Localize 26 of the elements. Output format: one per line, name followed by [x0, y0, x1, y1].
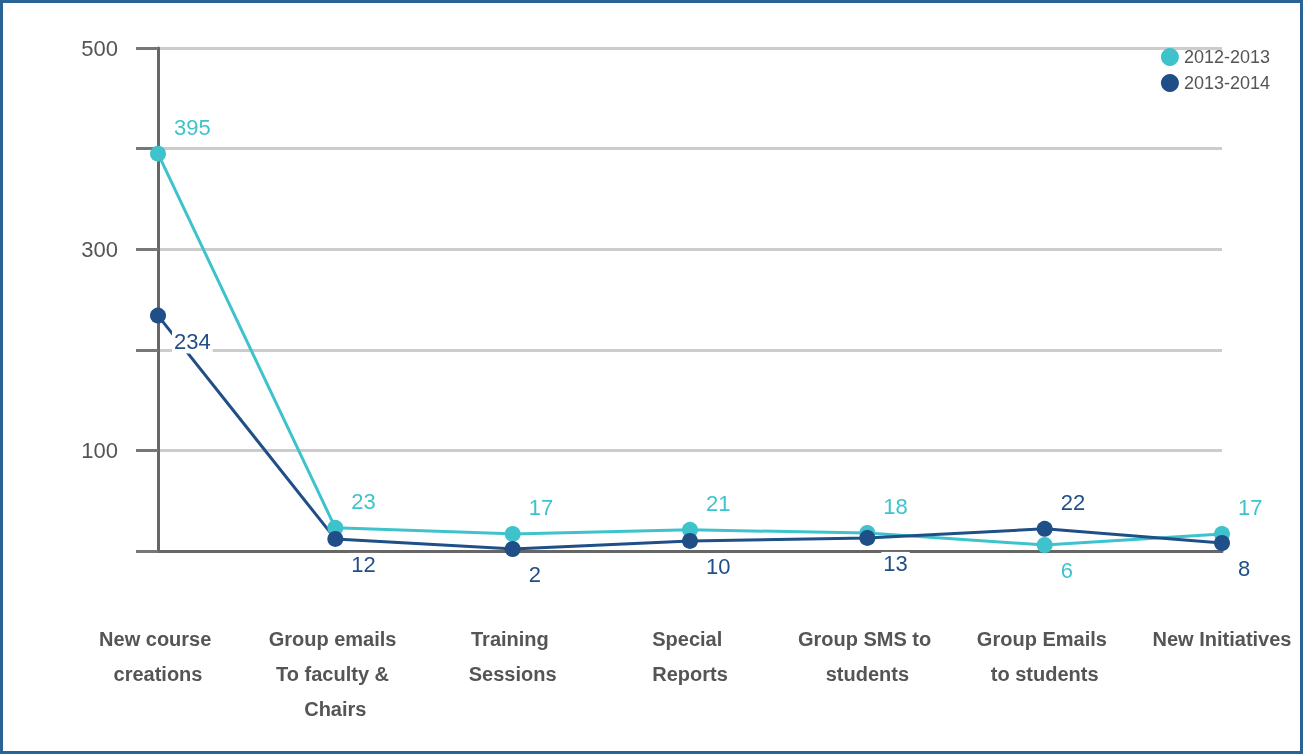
x-tick-label: Training Sessions	[468, 627, 557, 685]
y-tick-label: 100	[81, 437, 118, 463]
x-tick-label: Special Reports	[652, 627, 728, 685]
data-label: 13	[883, 551, 908, 577]
data-label: 18	[883, 494, 908, 520]
data-label: 6	[1060, 558, 1073, 584]
legend-label: 2012-2013	[1183, 47, 1271, 67]
data-label: 23	[351, 489, 376, 515]
data-label: 17	[1238, 495, 1263, 521]
legend-label: 2013-2014	[1183, 73, 1271, 93]
x-tick-label: Group SMS to students	[797, 627, 937, 685]
x-tick-label: Group Emails to students	[976, 627, 1113, 685]
y-tick-label: 500	[81, 35, 118, 61]
data-label: 17	[528, 495, 554, 521]
data-label: 12	[351, 552, 376, 578]
x-tick-label: New course creations	[99, 627, 217, 685]
data-label: 21	[706, 491, 731, 517]
data-label: 22	[1060, 490, 1086, 516]
data-label: 234	[174, 329, 211, 355]
data-label: 2	[528, 562, 541, 588]
y-tick-label: 300	[81, 236, 118, 262]
data-label: 8	[1238, 556, 1251, 582]
x-tick-label: Group emails To faculty & Chairs	[268, 627, 403, 720]
data-label: 10	[706, 554, 731, 580]
x-tick-label: New Initiatives	[1152, 627, 1292, 650]
data-label: 395	[174, 115, 211, 141]
